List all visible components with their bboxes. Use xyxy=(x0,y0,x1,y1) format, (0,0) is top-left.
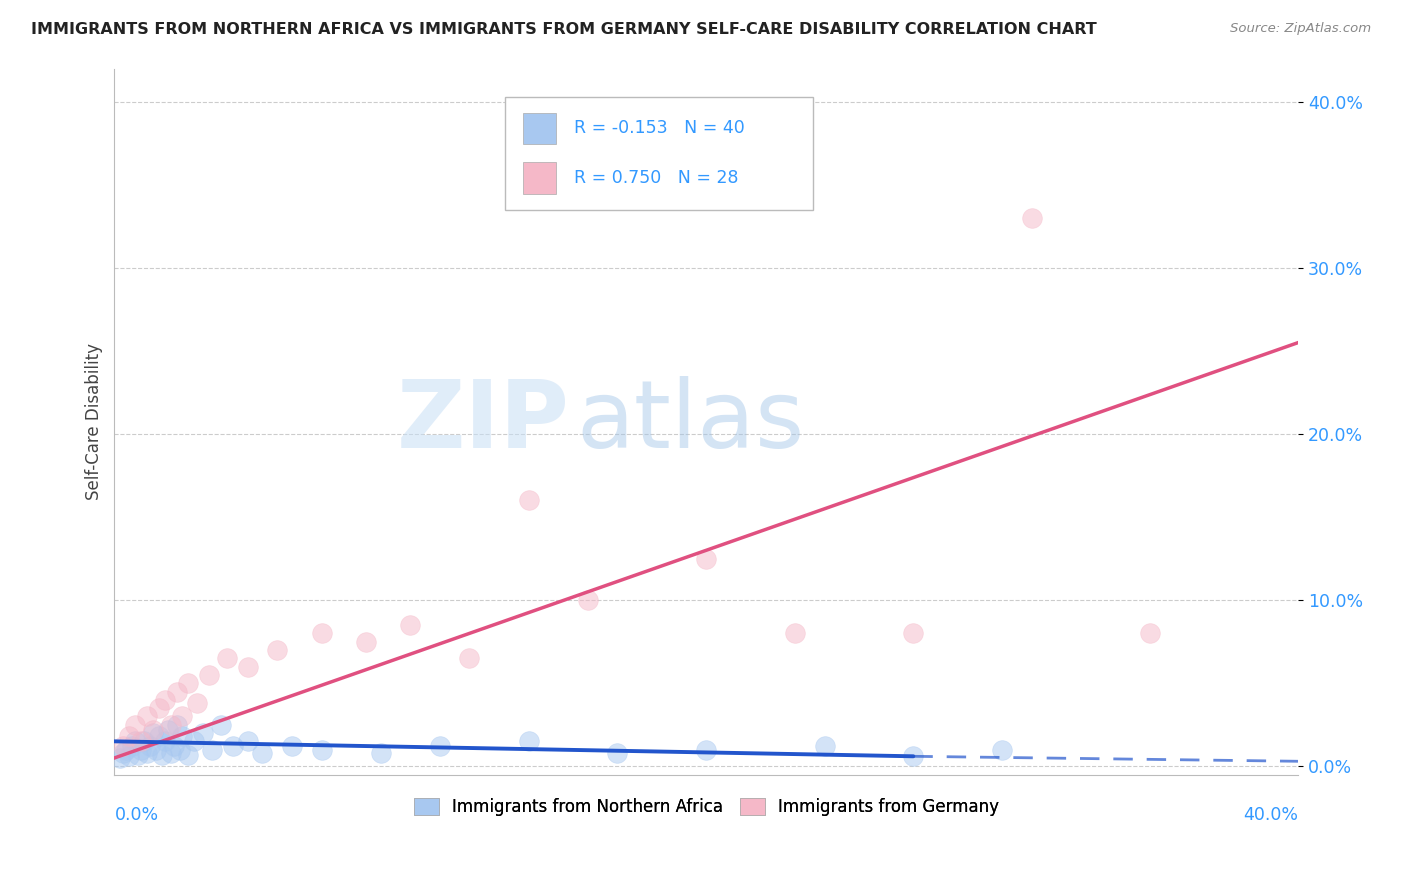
Point xyxy=(145,742,167,756)
Point xyxy=(162,739,184,754)
Point xyxy=(112,746,135,760)
Point xyxy=(127,747,149,762)
FancyBboxPatch shape xyxy=(523,162,555,194)
Text: 40.0%: 40.0% xyxy=(1243,806,1298,824)
Point xyxy=(399,618,422,632)
Point xyxy=(281,739,304,754)
Point xyxy=(112,739,135,754)
Point xyxy=(129,742,152,756)
Point xyxy=(606,746,628,760)
Point xyxy=(142,726,165,740)
Point xyxy=(201,742,224,756)
Point xyxy=(1139,626,1161,640)
Y-axis label: Self-Care Disability: Self-Care Disability xyxy=(86,343,103,500)
Text: R = 0.750   N = 28: R = 0.750 N = 28 xyxy=(574,169,738,187)
Legend: Immigrants from Northern Africa, Immigrants from Germany: Immigrants from Northern Africa, Immigra… xyxy=(406,791,1005,822)
Point xyxy=(166,684,188,698)
Point xyxy=(354,634,377,648)
Point xyxy=(132,734,155,748)
Point xyxy=(576,593,599,607)
Point xyxy=(153,693,176,707)
Point xyxy=(169,742,191,756)
Point xyxy=(198,668,221,682)
Point xyxy=(311,742,333,756)
Text: ZIP: ZIP xyxy=(398,376,569,467)
Point xyxy=(186,696,208,710)
Point xyxy=(118,730,141,744)
Point xyxy=(172,709,194,723)
Text: IMMIGRANTS FROM NORTHERN AFRICA VS IMMIGRANTS FROM GERMANY SELF-CARE DISABILITY : IMMIGRANTS FROM NORTHERN AFRICA VS IMMIG… xyxy=(31,22,1097,37)
Point xyxy=(695,742,717,756)
Point xyxy=(311,626,333,640)
Point xyxy=(118,749,141,764)
Point xyxy=(266,643,288,657)
Point xyxy=(177,747,200,762)
Point xyxy=(903,626,925,640)
Point xyxy=(121,739,143,754)
Point xyxy=(193,726,215,740)
Point xyxy=(148,730,170,744)
Point xyxy=(166,717,188,731)
FancyBboxPatch shape xyxy=(505,96,813,210)
Point xyxy=(177,676,200,690)
Point xyxy=(215,651,238,665)
Point xyxy=(124,717,146,731)
Point xyxy=(183,734,205,748)
Point xyxy=(159,717,181,731)
Point xyxy=(991,742,1014,756)
Text: 0.0%: 0.0% xyxy=(114,806,159,824)
Text: Source: ZipAtlas.com: Source: ZipAtlas.com xyxy=(1230,22,1371,36)
Point xyxy=(172,730,194,744)
Point xyxy=(517,734,540,748)
Point xyxy=(1021,211,1043,225)
Point xyxy=(370,746,392,760)
Point xyxy=(139,739,162,754)
Point xyxy=(783,626,806,640)
Point xyxy=(129,734,152,748)
Point xyxy=(136,709,159,723)
Point xyxy=(142,723,165,737)
Point xyxy=(148,701,170,715)
FancyBboxPatch shape xyxy=(523,112,555,145)
Point xyxy=(517,493,540,508)
Point xyxy=(110,751,132,765)
Point xyxy=(222,739,245,754)
Text: atlas: atlas xyxy=(576,376,804,467)
Text: R = -0.153   N = 40: R = -0.153 N = 40 xyxy=(574,120,744,137)
Point xyxy=(159,746,181,760)
Point xyxy=(236,734,259,748)
Point xyxy=(458,651,481,665)
Point xyxy=(236,659,259,673)
Point xyxy=(252,746,274,760)
Point xyxy=(903,749,925,764)
Point xyxy=(209,717,232,731)
Point xyxy=(136,746,159,760)
Point xyxy=(115,742,138,756)
Point xyxy=(429,739,451,754)
Point xyxy=(124,734,146,748)
Point xyxy=(695,551,717,566)
Point xyxy=(153,734,176,748)
Point xyxy=(813,739,835,754)
Point xyxy=(150,747,173,762)
Point xyxy=(156,723,179,737)
